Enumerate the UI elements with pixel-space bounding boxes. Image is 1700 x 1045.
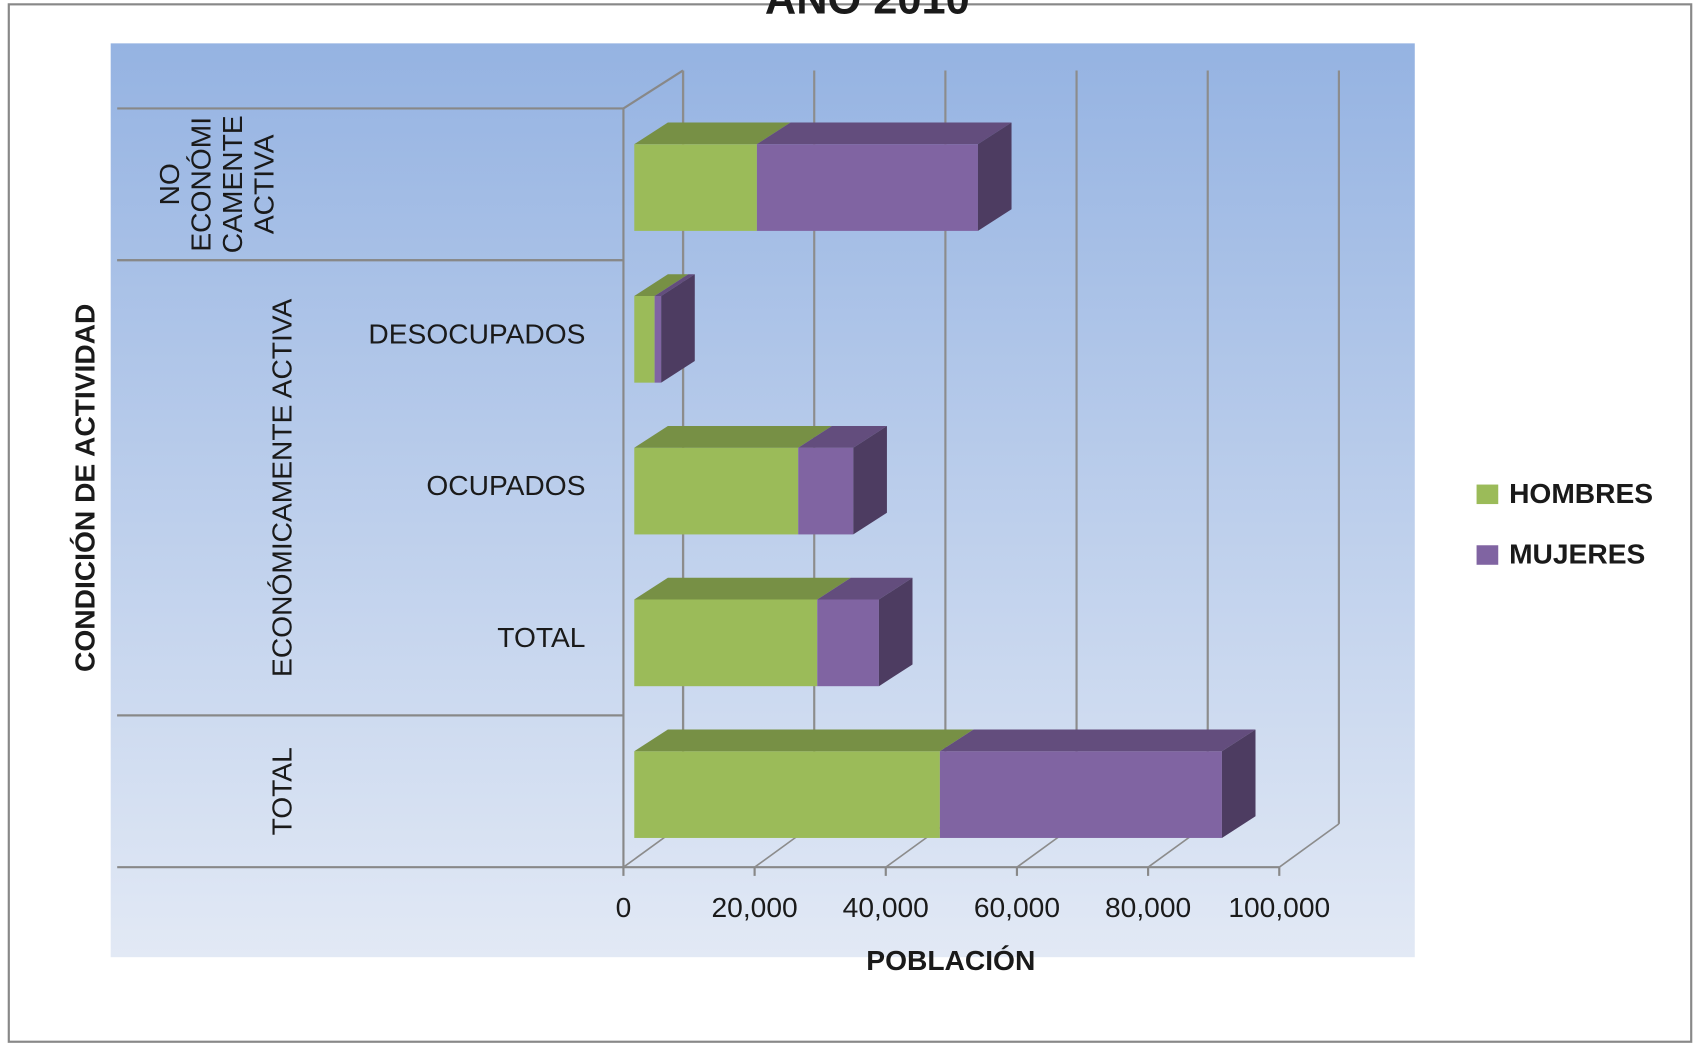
- bar-front: [654, 295, 662, 383]
- group-label-wrap: NO ECONÓMICAMENTE ACTIVA: [141, 108, 293, 260]
- bar-top: [654, 274, 695, 296]
- y-axis-label: CONDICIÓN DE ACTIVIDAD: [68, 304, 100, 672]
- bar-top: [634, 426, 832, 448]
- x-tick-label: 100,000: [1228, 891, 1330, 923]
- group-label: ECONÓMICAMENTE ACTIVA: [266, 298, 298, 676]
- bar-top: [756, 122, 1012, 145]
- x-axis-label: POBLACIÓN: [866, 944, 1035, 976]
- group-label-box: NO ECONÓMICAMENTE ACTIVA: [141, 108, 293, 260]
- bar-side: [977, 122, 1012, 231]
- x-tick-label: 40,000: [843, 891, 929, 923]
- bar-front: [634, 447, 799, 535]
- grid-line: [1278, 823, 1340, 868]
- wall-edge: [622, 69, 684, 110]
- bar-side: [853, 426, 887, 535]
- legend-label: HOMBRES: [1509, 477, 1653, 509]
- group-label: NO ECONÓMICAMENTE ACTIVA: [152, 115, 280, 254]
- category-label: DESOCUPADOS: [368, 317, 585, 349]
- bar-front: [798, 447, 854, 535]
- bar-side: [1221, 729, 1256, 838]
- bar-front: [817, 599, 879, 687]
- bar-front: [634, 751, 940, 838]
- bar-top: [634, 122, 791, 145]
- legend-swatch: [1476, 545, 1499, 565]
- legend-label: MUJERES: [1509, 538, 1645, 570]
- bar-top: [817, 577, 913, 600]
- legend-swatch: [1476, 484, 1499, 505]
- bar-side: [661, 274, 695, 383]
- bar-top: [634, 274, 689, 296]
- bar-front: [634, 144, 757, 231]
- bar-top: [798, 426, 887, 448]
- x-tick-label: 0: [616, 891, 632, 923]
- x-tick-label: 80,000: [1105, 891, 1191, 923]
- category-label: TOTAL: [497, 621, 585, 653]
- bar-front: [634, 295, 655, 383]
- bar-side: [878, 577, 913, 687]
- bar-top: [634, 729, 974, 752]
- group-label: TOTAL: [266, 747, 298, 835]
- x-tick-label: 60,000: [974, 891, 1060, 923]
- bar-top: [939, 729, 1256, 752]
- chart-title: AÑO 2010: [765, 0, 970, 24]
- x-tick-label: 20,000: [712, 891, 798, 923]
- bar-front: [756, 144, 978, 231]
- bar-top: [634, 577, 851, 600]
- bar-front: [634, 599, 818, 687]
- bar-front: [939, 751, 1222, 838]
- category-label: OCUPADOS: [426, 469, 585, 501]
